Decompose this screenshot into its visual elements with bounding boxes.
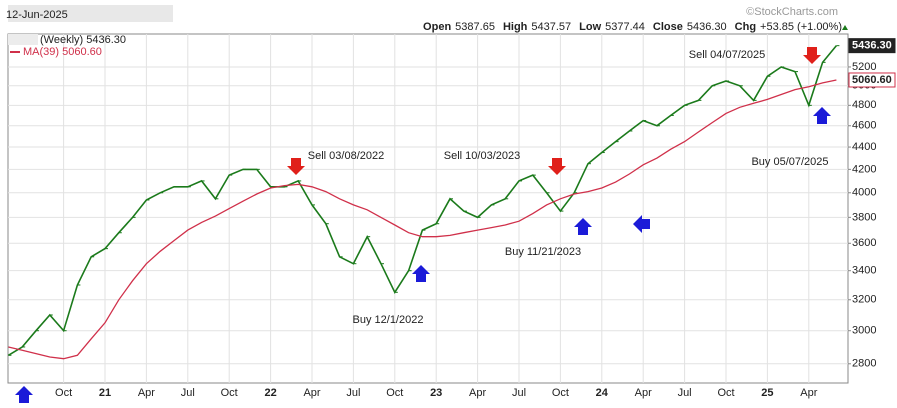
change-arrow <box>842 25 848 30</box>
header-label: Close <box>653 21 683 33</box>
x-tick-label: Apr <box>138 387 155 399</box>
x-tick-label: 23 <box>430 387 442 399</box>
header-value: +53.85 (+1.00%) <box>760 21 842 33</box>
x-tick-label: Jul <box>512 387 526 399</box>
price-line <box>7 45 838 356</box>
y-tick-label: 4400 <box>852 141 876 153</box>
annotation: Buy 12/1/2022 <box>353 314 424 326</box>
x-tick-label: 25 <box>761 387 773 399</box>
y-tick-label: 3800 <box>852 211 876 223</box>
y-tick-label: 4800 <box>852 99 876 111</box>
signal-arrows <box>15 47 831 403</box>
header: Open 5387.65 High 5437.57 Low 5377.44 Close 543… <box>423 21 842 33</box>
header-value: 5437.57 <box>531 21 571 33</box>
header-label: Chg <box>735 21 756 33</box>
y-tick-label: 3000 <box>852 325 876 337</box>
x-tick-label: Oct <box>717 387 734 399</box>
date: 12-Jun-2025 <box>6 9 68 21</box>
x-tick-label: Apr <box>800 387 817 399</box>
y-tick-label: 4600 <box>852 120 876 132</box>
x-tick-label: Jul <box>181 387 195 399</box>
x-tick-label: Oct <box>386 387 403 399</box>
legend-ma: MA(39) 5060.60 <box>23 46 102 58</box>
annotation: Sell 04/07/2025 <box>689 49 765 61</box>
watermark: ©StockCharts.com <box>746 6 838 18</box>
ma-line <box>8 79 837 360</box>
plot-frame <box>7 33 849 384</box>
price-tag-box <box>848 72 896 88</box>
header-label: Open <box>423 21 451 33</box>
x-tick-label: Apr <box>635 387 652 399</box>
header-label: High <box>503 21 528 33</box>
y-tick-label: 2800 <box>852 358 876 370</box>
x-tick-label: Jul <box>346 387 360 399</box>
x-tick-label: Apr <box>469 387 486 399</box>
legend-price: (Weekly) 5436.30 <box>40 34 126 46</box>
y-tick-label: 5200 <box>852 61 876 73</box>
x-tick-label: 22 <box>264 387 276 399</box>
x-tick-label: 21 <box>99 387 111 399</box>
y-tick-label: 3200 <box>852 294 876 306</box>
x-tick-label: Oct <box>55 387 72 399</box>
annotation: Buy 11/21/2023 <box>505 246 581 258</box>
x-tick-label: Jul <box>678 387 692 399</box>
header-value: 5387.65 <box>455 21 495 33</box>
annotation: Buy 05/07/2025 <box>751 156 828 168</box>
price-tag-box <box>848 38 896 54</box>
x-tick-label: 24 <box>596 387 609 399</box>
x-tick-label: Oct <box>552 387 569 399</box>
x-tick-label: Oct <box>221 387 238 399</box>
annotation: Sell 03/08/2022 <box>308 150 384 162</box>
title-redacted <box>8 5 173 22</box>
y-tick-label: 4200 <box>852 163 876 175</box>
y-tick-label: 3400 <box>852 265 876 277</box>
symbol-redacted <box>8 34 38 45</box>
price-tag: 5436.30 <box>852 40 892 52</box>
y-tick-label: 3600 <box>852 237 876 249</box>
annotation: Sell 10/03/2023 <box>444 150 520 162</box>
x-tick-label: Apr <box>303 387 320 399</box>
y-tick-label: 4000 <box>852 187 876 199</box>
header-label: Low <box>579 21 601 33</box>
header-value: 5377.44 <box>605 21 645 33</box>
price-tag: 5060.60 <box>852 74 892 86</box>
header-value: 5436.30 <box>687 21 727 33</box>
